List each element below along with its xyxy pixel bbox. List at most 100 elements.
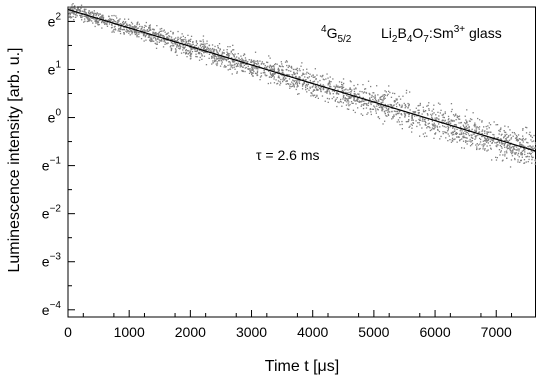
data-point <box>381 107 383 109</box>
data-point <box>400 106 402 108</box>
data-point <box>83 8 86 10</box>
data-point <box>276 63 278 65</box>
data-point <box>498 133 500 135</box>
data-point <box>249 68 251 70</box>
data-point <box>478 148 480 150</box>
x-tick-label: 6000 <box>419 324 450 340</box>
data-point <box>106 19 108 22</box>
data-point <box>512 145 514 148</box>
data-point <box>80 14 83 16</box>
data-point <box>79 14 81 16</box>
data-point <box>170 36 173 38</box>
data-point <box>507 136 509 138</box>
data-point <box>241 60 243 62</box>
data-point <box>515 145 517 147</box>
data-point <box>219 56 221 58</box>
data-point <box>504 155 506 157</box>
data-point <box>352 109 355 111</box>
data-point <box>84 12 86 14</box>
data-point <box>332 78 334 80</box>
data-point <box>170 49 172 52</box>
data-point <box>262 72 264 74</box>
data-point <box>487 125 489 127</box>
data-point <box>456 115 458 117</box>
data-point <box>513 148 515 150</box>
data-point <box>161 39 163 41</box>
data-point <box>245 66 247 69</box>
data-point <box>252 69 254 71</box>
data-point <box>212 62 214 64</box>
data-point <box>488 122 490 124</box>
data-point <box>501 143 503 145</box>
data-point <box>318 86 320 88</box>
data-point <box>528 145 531 147</box>
data-point <box>223 66 225 68</box>
data-point <box>142 32 144 35</box>
data-point <box>96 12 98 14</box>
data-point <box>282 79 284 81</box>
data-point <box>414 112 416 114</box>
data-point <box>247 61 249 63</box>
data-point <box>89 13 91 15</box>
data-point <box>449 120 451 123</box>
data-point <box>352 102 354 104</box>
data-point <box>337 85 339 87</box>
data-point <box>245 59 247 61</box>
data-point <box>175 49 177 51</box>
data-point <box>506 140 509 142</box>
data-point <box>474 130 476 132</box>
data-point <box>68 16 70 18</box>
data-point <box>123 33 125 35</box>
data-point <box>437 129 439 131</box>
data-point <box>370 111 372 113</box>
data-point <box>151 38 153 41</box>
data-point <box>216 58 219 60</box>
data-point <box>68 7 70 9</box>
data-point <box>153 40 155 42</box>
data-point <box>162 46 165 48</box>
data-point <box>223 52 225 54</box>
data-point <box>385 115 387 117</box>
data-point <box>446 132 448 134</box>
data-point <box>196 48 199 50</box>
data-point <box>134 31 136 33</box>
data-point <box>342 86 345 88</box>
data-point <box>272 69 274 71</box>
data-point <box>204 49 207 51</box>
data-point <box>484 143 486 145</box>
data-point <box>183 38 185 41</box>
data-point <box>520 152 522 154</box>
data-point <box>231 73 233 75</box>
data-point <box>328 82 330 84</box>
data-point <box>135 28 138 31</box>
data-point <box>342 92 344 95</box>
data-point <box>418 104 420 107</box>
data-point <box>341 90 343 93</box>
data-point <box>199 52 201 54</box>
data-point <box>430 129 433 131</box>
data-point <box>179 37 181 40</box>
data-point <box>515 152 517 154</box>
data-point <box>295 81 298 83</box>
data-point <box>148 27 150 29</box>
data-point <box>476 126 478 128</box>
data-point <box>399 98 402 100</box>
data-point <box>515 146 518 148</box>
data-point <box>473 133 475 135</box>
data-point <box>533 150 535 153</box>
data-point <box>304 76 306 78</box>
data-point <box>485 125 487 128</box>
data-point <box>431 110 433 112</box>
data-point <box>447 121 449 123</box>
data-point <box>475 137 477 139</box>
data-point <box>95 19 97 22</box>
data-point <box>391 111 393 113</box>
data-point <box>198 59 201 61</box>
data-point <box>483 143 485 145</box>
data-point <box>291 85 294 87</box>
data-point <box>199 40 201 42</box>
data-point <box>174 48 177 50</box>
data-point <box>85 17 88 19</box>
data-point <box>471 134 473 136</box>
